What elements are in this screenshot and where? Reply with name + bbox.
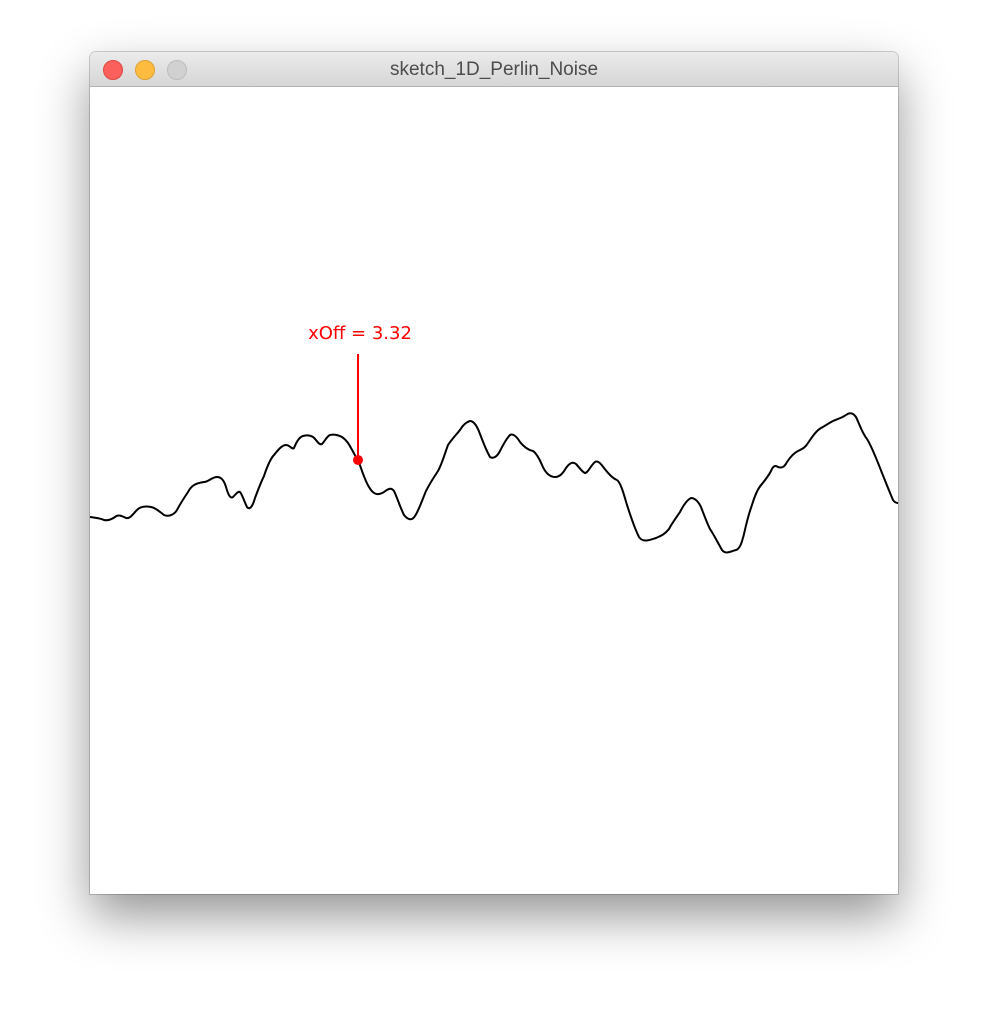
xoff-marker-dot [353,455,363,465]
sketch-window: sketch_1D_Perlin_Noise xOff = 3.32 [90,52,898,894]
noise-plot: xOff = 3.32 [90,323,898,554]
minimize-button[interactable] [135,60,155,80]
zoom-button[interactable] [167,60,187,80]
perlin-noise-curve [90,412,898,554]
close-button[interactable] [103,60,123,80]
window-title: sketch_1D_Perlin_Noise [389,59,599,80]
xoff-label: xOff = 3.32 [308,323,412,344]
sketch-canvas[interactable]: xOff = 3.32 [90,87,898,894]
title-bar[interactable]: sketch_1D_Perlin_Noise [90,52,898,87]
